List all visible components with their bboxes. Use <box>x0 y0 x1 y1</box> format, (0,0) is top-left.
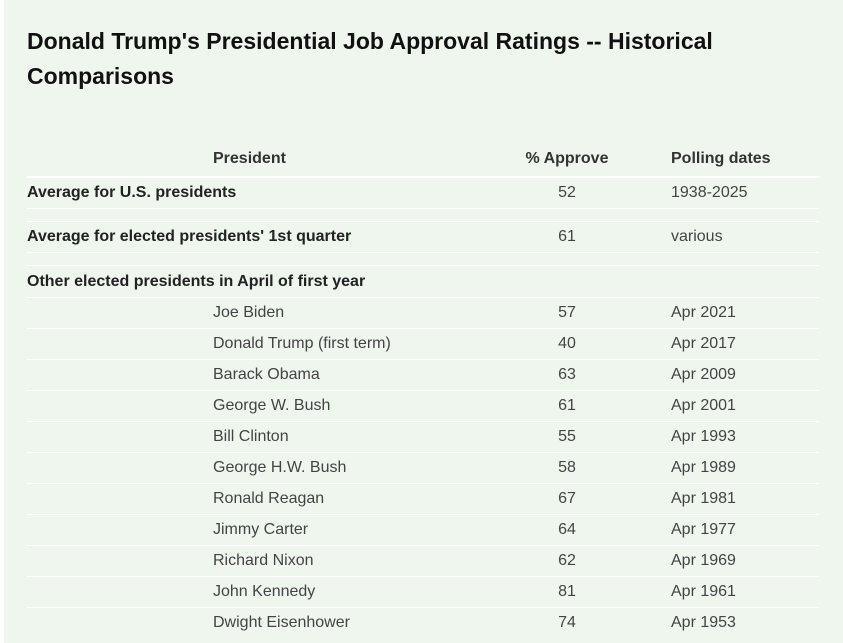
column-header-approve: % Approve <box>479 142 655 178</box>
table-header-row: President % Approve Polling dates <box>27 142 819 178</box>
table-row: George W. Bush 61 Apr 2001 <box>27 390 819 422</box>
summary-approve: 61 <box>479 221 655 253</box>
approve-value: 74 <box>479 607 655 638</box>
president-name: Ronald Reagan <box>27 483 479 515</box>
president-name: George W. Bush <box>27 390 479 422</box>
polling-date: Apr 1993 <box>655 421 819 453</box>
polling-date: Apr 1953 <box>655 607 819 638</box>
president-name: Bill Clinton <box>27 421 479 453</box>
president-rows: Joe Biden 57 Apr 2021 Donald Trump (first t… <box>27 297 819 638</box>
president-name: Barack Obama <box>27 359 479 391</box>
approve-value: 57 <box>479 297 655 329</box>
polling-date: Apr 2017 <box>655 328 819 360</box>
approve-value: 58 <box>479 452 655 484</box>
table-card: Donald Trump's Presidential Job Approval… <box>4 0 843 643</box>
column-header-president: President <box>27 142 479 178</box>
table-row: Richard Nixon 62 Apr 1969 <box>27 545 819 577</box>
spacer-row <box>27 252 819 266</box>
polling-date: Apr 2021 <box>655 297 819 329</box>
summary-dates: 1938-2025 <box>655 176 819 209</box>
polling-date: Apr 1969 <box>655 545 819 577</box>
president-name: Dwight Eisenhower <box>27 607 479 638</box>
table-row: George H.W. Bush 58 Apr 1989 <box>27 452 819 484</box>
approve-value: 61 <box>479 390 655 422</box>
president-name: Jimmy Carter <box>27 514 479 546</box>
polling-date: Apr 2009 <box>655 359 819 391</box>
president-name: Joe Biden <box>27 297 479 329</box>
approve-value: 62 <box>479 545 655 577</box>
table-row: Dwight Eisenhower 74 Apr 1953 <box>27 607 819 638</box>
table-row: Barack Obama 63 Apr 2009 <box>27 359 819 391</box>
approve-value: 64 <box>479 514 655 546</box>
table-row: John Kennedy 81 Apr 1961 <box>27 576 819 608</box>
approve-value: 67 <box>479 483 655 515</box>
column-header-dates: Polling dates <box>655 142 819 178</box>
president-name: George H.W. Bush <box>27 452 479 484</box>
polling-date: Apr 1961 <box>655 576 819 608</box>
approve-value: 81 <box>479 576 655 608</box>
polling-date: Apr 1981 <box>655 483 819 515</box>
president-name: Richard Nixon <box>27 545 479 577</box>
table-row: Jimmy Carter 64 Apr 1977 <box>27 514 819 546</box>
summary-approve: 52 <box>479 176 655 209</box>
table-row: Donald Trump (first term) 40 Apr 2017 <box>27 328 819 360</box>
summary-row: Average for U.S. presidents 52 1938-2025 <box>27 176 819 209</box>
summary-label: Average for U.S. presidents <box>27 176 479 209</box>
approve-value: 55 <box>479 421 655 453</box>
approval-table: President % Approve Polling dates Averag… <box>27 142 819 638</box>
summary-label: Average for elected presidents' 1st quar… <box>27 221 479 253</box>
approve-value: 40 <box>479 328 655 360</box>
president-name: Donald Trump (first term) <box>27 328 479 360</box>
section-row: Other elected presidents in April of fir… <box>27 265 819 298</box>
polling-date: Apr 1977 <box>655 514 819 546</box>
summary-dates: various <box>655 221 819 253</box>
summary-row: Average for elected presidents' 1st quar… <box>27 221 819 253</box>
approve-value: 63 <box>479 359 655 391</box>
spacer-row <box>27 208 819 222</box>
section-label: Other elected presidents in April of fir… <box>27 265 819 298</box>
table-row: Ronald Reagan 67 Apr 1981 <box>27 483 819 515</box>
president-name: John Kennedy <box>27 576 479 608</box>
polling-date: Apr 2001 <box>655 390 819 422</box>
table-row: Joe Biden 57 Apr 2021 <box>27 297 819 329</box>
polling-date: Apr 1989 <box>655 452 819 484</box>
page-title: Donald Trump's Presidential Job Approval… <box>27 28 713 89</box>
table-row: Bill Clinton 55 Apr 1993 <box>27 421 819 453</box>
